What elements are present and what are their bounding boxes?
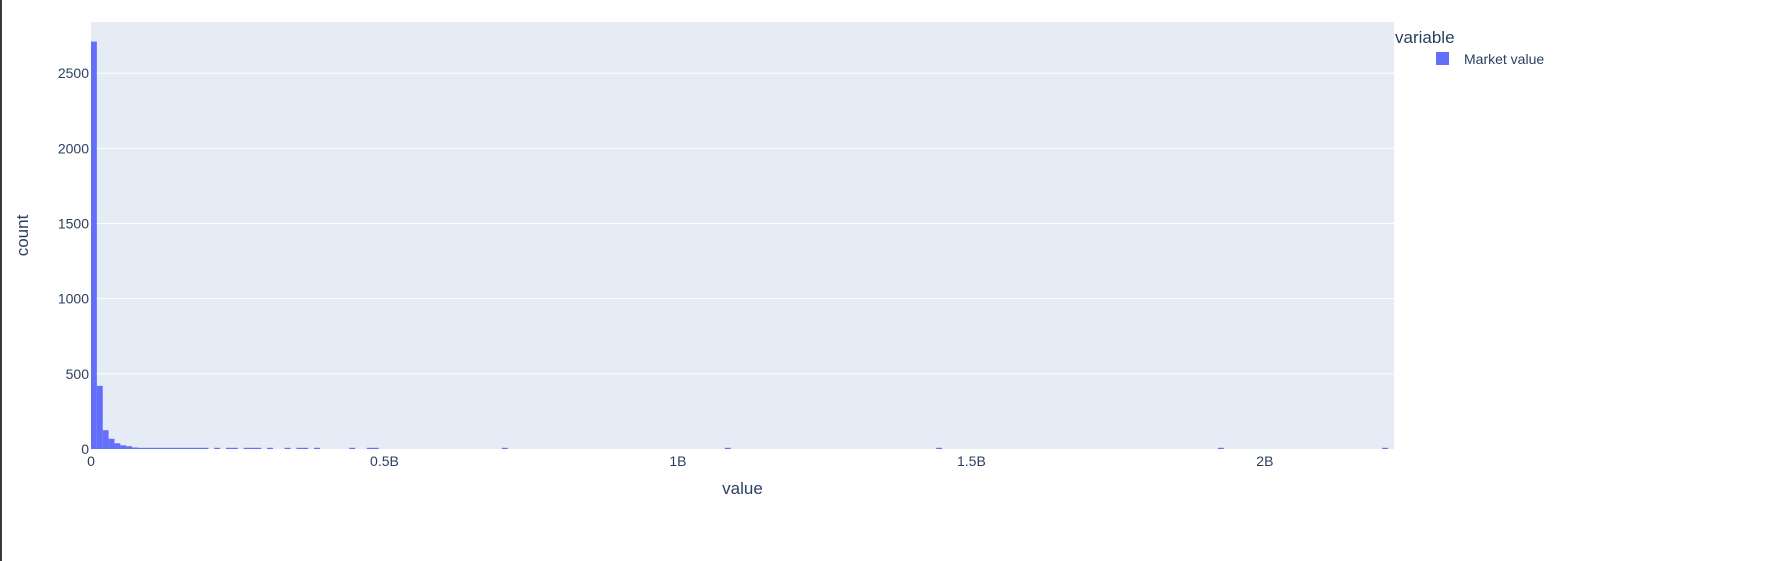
histogram-bar[interactable] <box>349 447 356 449</box>
histogram-bar[interactable] <box>249 447 256 449</box>
histogram-bar[interactable] <box>255 447 262 449</box>
legend-item-market-value[interactable]: Market value <box>1436 51 1544 67</box>
y-tick-label: 1500 <box>58 215 89 231</box>
legend-item-label: Market value <box>1464 51 1544 67</box>
histogram-bar[interactable] <box>91 41 97 449</box>
y-tick-label: 2500 <box>58 65 89 81</box>
histogram-bar[interactable] <box>167 447 174 449</box>
histogram-bar[interactable] <box>372 447 379 449</box>
x-tick-label: 1B <box>669 453 686 469</box>
y-tick-label: 2000 <box>58 140 89 156</box>
histogram-bar[interactable] <box>501 447 508 449</box>
histogram-bar[interactable] <box>173 447 180 449</box>
y-tick-label: 1000 <box>58 291 89 307</box>
y-tick-label: 0 <box>81 441 89 457</box>
histogram-bar[interactable] <box>1217 447 1224 449</box>
histogram-bar[interactable] <box>724 447 731 449</box>
plot-background <box>91 22 1394 449</box>
x-tick-label: 0 <box>87 453 95 469</box>
histogram-bar[interactable] <box>143 447 150 449</box>
histogram-bar[interactable] <box>96 385 103 449</box>
gridlines <box>91 72 1394 375</box>
y-axis-title: count <box>13 214 32 256</box>
histogram-bar[interactable] <box>149 447 156 449</box>
histogram-bar[interactable] <box>202 447 209 449</box>
histogram-bar[interactable] <box>1382 447 1389 449</box>
legend[interactable]: variable Market value <box>1395 28 1544 67</box>
histogram-bar[interactable] <box>196 447 203 449</box>
legend-title: variable <box>1395 28 1455 47</box>
histogram-bar[interactable] <box>225 447 232 449</box>
histogram-bar[interactable] <box>179 447 185 449</box>
y-tick-label: 500 <box>66 366 90 382</box>
x-tick-label: 2B <box>1256 453 1273 469</box>
histogram-bar[interactable] <box>214 447 221 449</box>
x-axis-title: value <box>722 479 763 498</box>
histogram-bar[interactable] <box>120 445 127 449</box>
histogram-bar[interactable] <box>155 447 162 449</box>
histogram-bar[interactable] <box>936 447 943 449</box>
histogram-bar[interactable] <box>314 447 320 449</box>
histogram-bar[interactable] <box>137 447 144 449</box>
x-tick-label: 1.5B <box>957 453 986 469</box>
histogram-bar[interactable] <box>108 438 115 449</box>
histogram-bar[interactable] <box>231 447 238 449</box>
x-axis-ticks: 0 0.5B 1B 1.5B 2B <box>87 453 1273 469</box>
histogram-bar[interactable] <box>190 447 197 449</box>
histogram-bar[interactable] <box>161 447 168 449</box>
histogram-bar[interactable] <box>366 447 373 449</box>
histogram-bars <box>91 41 1389 449</box>
legend-swatch <box>1436 52 1449 65</box>
histogram-bar[interactable] <box>126 446 133 449</box>
histogram-bar[interactable] <box>284 447 291 449</box>
x-tick-label: 0.5B <box>370 453 399 469</box>
window-left-border <box>0 0 2 561</box>
y-axis-ticks: 0 500 1000 1500 2000 2500 <box>58 65 89 457</box>
histogram-bar[interactable] <box>243 447 250 449</box>
histogram-bar[interactable] <box>114 443 121 449</box>
histogram-bar[interactable] <box>302 447 309 449</box>
histogram-bar[interactable] <box>267 447 273 449</box>
histogram-bar[interactable] <box>296 447 303 449</box>
histogram-bar[interactable] <box>184 447 191 449</box>
histogram-bar[interactable] <box>102 430 109 449</box>
histogram-bar[interactable] <box>132 447 138 449</box>
